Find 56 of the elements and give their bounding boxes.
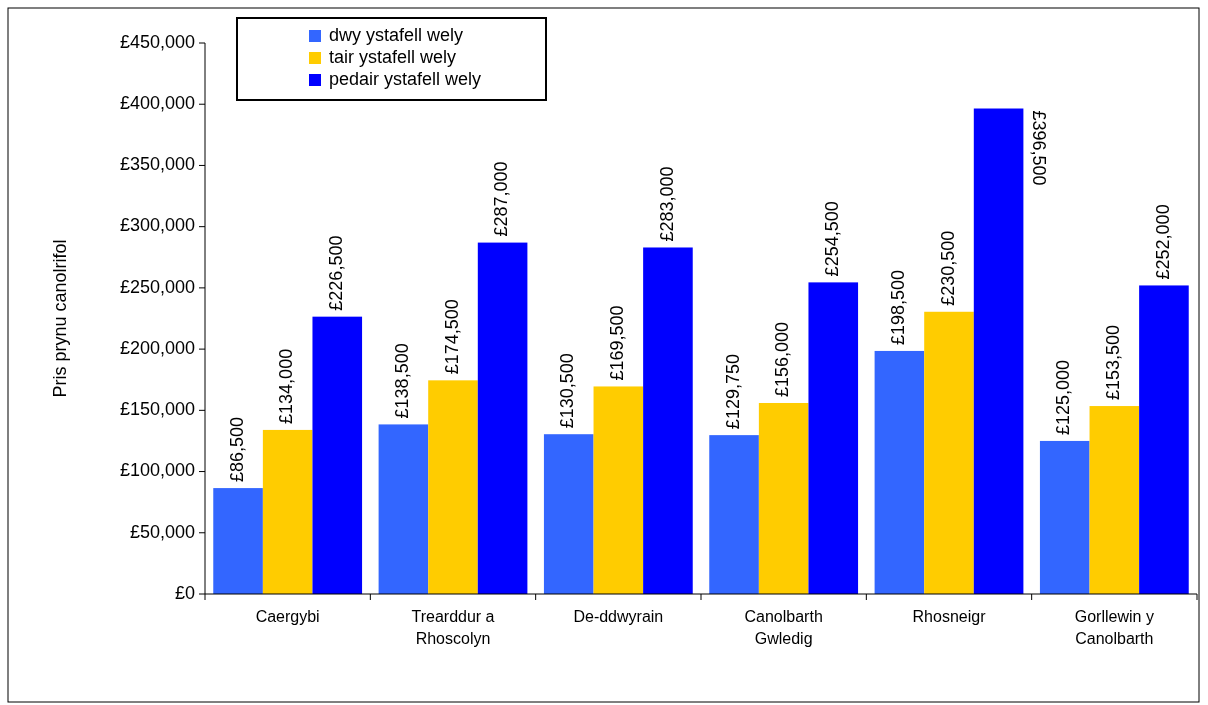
bar — [709, 435, 759, 594]
bar — [643, 247, 693, 594]
y-tick-label: £300,000 — [119, 215, 195, 236]
y-tick-label: £100,000 — [119, 460, 195, 481]
y-tick-label: £200,000 — [119, 337, 195, 358]
bar — [924, 311, 974, 594]
data-label: £138,500 — [392, 343, 413, 419]
data-label: £156,000 — [772, 321, 793, 397]
x-tick-label: Caergybi — [255, 608, 320, 625]
bar — [1139, 285, 1189, 594]
legend-label: dwy ystafell wely — [329, 24, 464, 45]
data-label: £226,500 — [326, 235, 347, 311]
x-tick-label: Canolbarth Gwledig — [744, 608, 823, 647]
y-tick-label: £250,000 — [119, 276, 195, 297]
y-tick-label: £150,000 — [119, 399, 195, 420]
bar — [1089, 406, 1140, 594]
x-tick-label: Gorllewin y Canolbarth — [1074, 608, 1154, 647]
y-tick-label: £50,000 — [129, 521, 195, 542]
data-label: £198,500 — [888, 269, 909, 345]
x-tick-label: De-ddwyrain — [573, 608, 664, 625]
bar — [428, 380, 478, 594]
bar — [808, 282, 859, 594]
y-tick-label: £350,000 — [119, 154, 195, 175]
data-label: £283,000 — [656, 166, 677, 242]
y-tick-label: £0 — [174, 582, 195, 603]
bar — [1039, 440, 1090, 594]
data-label: £153,500 — [1103, 324, 1124, 401]
data-label: £169,500 — [607, 305, 628, 381]
bar — [758, 402, 809, 594]
bar — [973, 108, 1024, 594]
data-label: £254,500 — [822, 201, 843, 277]
data-label: £134,000 — [276, 348, 297, 424]
data-label: £230,500 — [937, 230, 958, 306]
data-label: £287,000 — [491, 161, 512, 237]
legend-label: pedair ystafell wely — [329, 68, 482, 89]
bar — [543, 434, 594, 594]
y-tick-label: £400,000 — [119, 92, 195, 113]
x-tick-label: Trearddur a Rhoscolyn — [411, 608, 495, 647]
bar — [874, 350, 925, 594]
bar — [593, 386, 644, 594]
bar — [477, 242, 528, 594]
data-label: £252,000 — [1152, 204, 1173, 280]
data-label: £86,500 — [226, 417, 247, 483]
y-axis-title: Pris prynu canolrifol — [50, 239, 70, 398]
legend-label: tair ystafell wely — [329, 46, 457, 67]
data-label: £125,000 — [1053, 359, 1074, 435]
data-label: £174,500 — [441, 299, 462, 375]
bar — [213, 488, 263, 594]
data-label: £129,750 — [722, 354, 743, 430]
bar — [312, 316, 363, 594]
y-tick-label: £450,000 — [119, 31, 195, 52]
bar — [378, 424, 429, 594]
x-tick-label: Rhosneigr — [912, 608, 987, 625]
data-label: £396,500 — [1028, 110, 1049, 186]
data-label: £130,500 — [557, 353, 578, 429]
bar — [262, 429, 313, 594]
